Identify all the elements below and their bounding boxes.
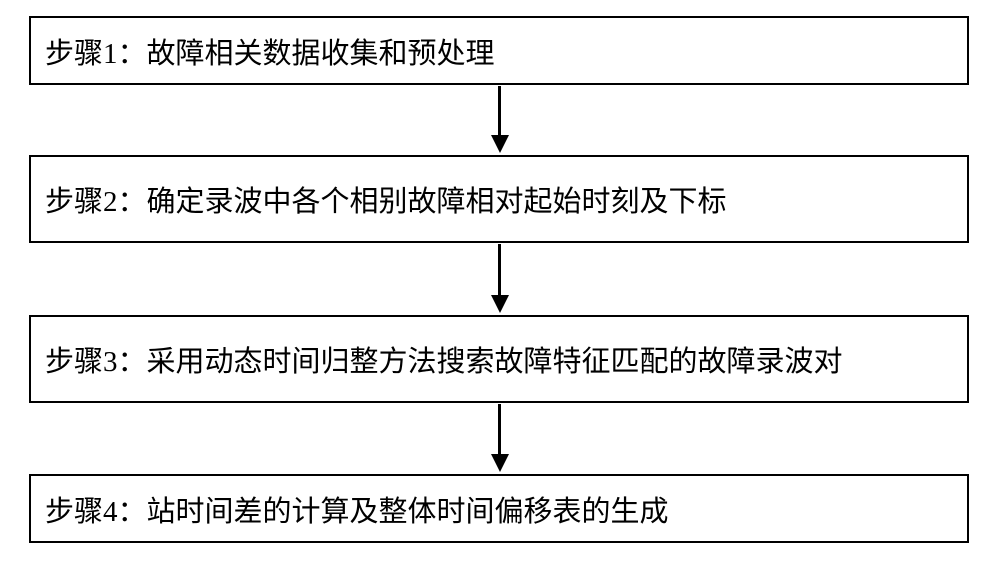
arrow-head-1 [491, 135, 509, 153]
step-text-2: 步骤2：确定录波中各个相别故障相对起始时刻及下标 [45, 178, 727, 220]
step-box-3: 步骤3：采用动态时间归整方法搜索故障特征匹配的故障录波对 [29, 315, 969, 403]
step-text-3: 步骤3：采用动态时间归整方法搜索故障特征匹配的故障录波对 [45, 338, 843, 380]
step-box-2: 步骤2：确定录波中各个相别故障相对起始时刻及下标 [29, 155, 969, 243]
flowchart-canvas: 步骤1：故障相关数据收集和预处理 步骤2：确定录波中各个相别故障相对起始时刻及下… [0, 0, 1000, 566]
step-text-4: 步骤4：站时间差的计算及整体时间偏移表的生成 [45, 488, 669, 530]
arrow-line-2 [498, 244, 501, 295]
arrow-line-1 [498, 86, 501, 135]
step-text-1: 步骤1：故障相关数据收集和预处理 [45, 30, 495, 72]
arrow-head-3 [491, 454, 509, 472]
step-box-1: 步骤1：故障相关数据收集和预处理 [29, 16, 969, 85]
step-box-4: 步骤4：站时间差的计算及整体时间偏移表的生成 [29, 474, 969, 543]
arrow-line-3 [498, 404, 501, 454]
arrow-head-2 [491, 295, 509, 313]
